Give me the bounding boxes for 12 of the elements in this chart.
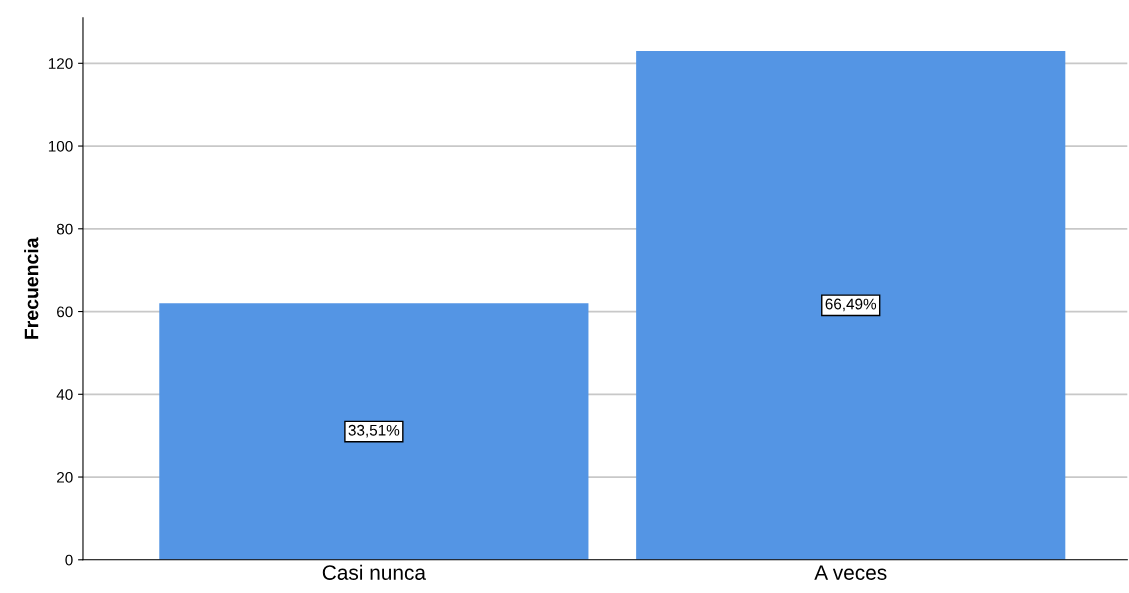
y-tick-label: 80	[56, 223, 73, 235]
y-axis-title: Frecuencia	[24, 237, 39, 339]
annotation: 33,51%	[348, 424, 400, 438]
y-tick-label: 40	[56, 389, 73, 400]
x-tick-label: Casi nunca	[322, 564, 426, 580]
y-tick-label: 60	[57, 306, 73, 318]
y-tick-label: 120	[48, 58, 73, 69]
y-tick-label: 20	[57, 471, 73, 483]
y-tick-label: 0	[65, 554, 73, 566]
annotation: 66,49%	[825, 298, 877, 312]
x-tick-label: A veces	[814, 565, 887, 580]
y-tick-label: 100	[48, 140, 73, 152]
